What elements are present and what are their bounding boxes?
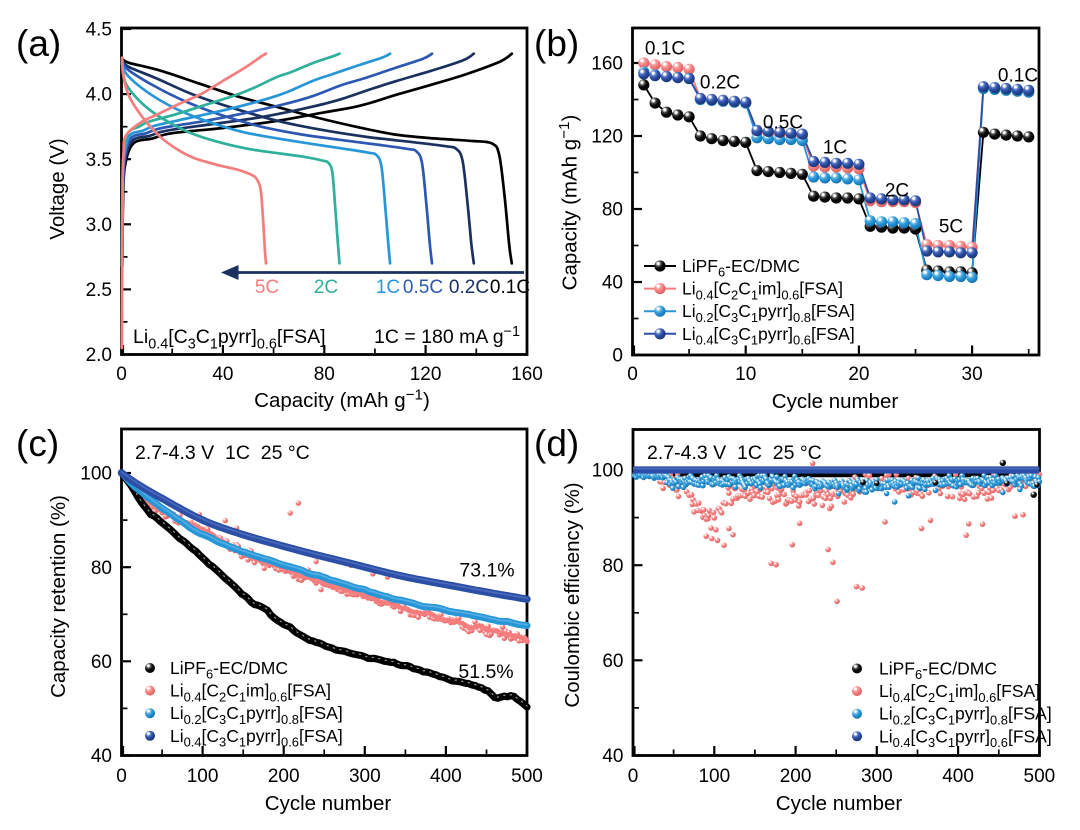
svg-text:30: 30 bbox=[962, 364, 983, 385]
svg-text:0.5C: 0.5C bbox=[763, 113, 803, 134]
svg-text:80: 80 bbox=[602, 200, 623, 221]
svg-text:Cycle number: Cycle number bbox=[772, 390, 899, 413]
svg-text:0: 0 bbox=[627, 364, 638, 385]
svg-text:Li0.4[C3C1pyrr]0.6[FSA]: Li0.4[C3C1pyrr]0.6[FSA] bbox=[170, 726, 343, 750]
svg-text:Li0.4[C3C1pyrr]0.6[FSA]: Li0.4[C3C1pyrr]0.6[FSA] bbox=[879, 726, 1052, 750]
svg-text:0.1C: 0.1C bbox=[998, 66, 1038, 87]
svg-text:LiPF6-EC/DMC: LiPF6-EC/DMC bbox=[170, 658, 288, 682]
svg-text:80: 80 bbox=[91, 558, 112, 579]
svg-text:(d): (d) bbox=[534, 423, 579, 464]
svg-text:10: 10 bbox=[735, 364, 756, 385]
svg-text:40: 40 bbox=[91, 746, 112, 767]
svg-text:1C: 1C bbox=[823, 138, 847, 159]
svg-text:Coulombic efficiency (%): Coulombic efficiency (%) bbox=[561, 482, 584, 707]
svg-text:200: 200 bbox=[780, 766, 812, 787]
svg-text:5C: 5C bbox=[255, 277, 279, 298]
svg-text:4.5: 4.5 bbox=[86, 20, 112, 41]
svg-text:0.2C: 0.2C bbox=[700, 73, 740, 94]
svg-text:LiPF6-EC/DMC: LiPF6-EC/DMC bbox=[879, 659, 997, 683]
svg-text:Li0.2[C3C1pyrr]0.8[FSA]: Li0.2[C3C1pyrr]0.8[FSA] bbox=[682, 301, 855, 325]
svg-text:100: 100 bbox=[187, 766, 219, 787]
svg-text:73.1%: 73.1% bbox=[459, 560, 514, 582]
svg-text:160: 160 bbox=[511, 364, 543, 385]
svg-text:0: 0 bbox=[116, 766, 127, 787]
svg-text:51.5%: 51.5% bbox=[458, 661, 513, 683]
svg-text:60: 60 bbox=[602, 651, 623, 672]
svg-text:2C: 2C bbox=[314, 277, 338, 298]
svg-text:0.1C: 0.1C bbox=[490, 277, 530, 298]
svg-text:40: 40 bbox=[602, 746, 623, 767]
svg-text:1C: 1C bbox=[376, 277, 400, 298]
svg-text:0: 0 bbox=[612, 346, 623, 367]
svg-text:200: 200 bbox=[268, 766, 300, 787]
svg-text:100: 100 bbox=[80, 464, 112, 485]
svg-text:1C = 180 mA g−1: 1C = 180 mA g−1 bbox=[374, 324, 520, 348]
svg-text:40: 40 bbox=[212, 364, 233, 385]
svg-text:Li0.2[C3C1pyrr]0.8[FSA]: Li0.2[C3C1pyrr]0.8[FSA] bbox=[879, 704, 1052, 728]
svg-text:Li0.4[C3C1pyrr]0.6[FSA]: Li0.4[C3C1pyrr]0.6[FSA] bbox=[133, 326, 326, 352]
svg-text:100: 100 bbox=[698, 766, 730, 787]
svg-text:400: 400 bbox=[430, 766, 462, 787]
svg-text:Capacity retention (%): Capacity retention (%) bbox=[47, 495, 70, 698]
svg-text:3.5: 3.5 bbox=[86, 150, 112, 171]
svg-text:0: 0 bbox=[116, 364, 127, 385]
svg-text:5C: 5C bbox=[939, 217, 963, 238]
svg-text:Li0.4[C2C1im]0.6[FSA]: Li0.4[C2C1im]0.6[FSA] bbox=[170, 681, 331, 705]
svg-text:80: 80 bbox=[314, 364, 335, 385]
svg-text:120: 120 bbox=[410, 364, 442, 385]
svg-text:60: 60 bbox=[91, 652, 112, 673]
svg-text:(a): (a) bbox=[16, 23, 61, 64]
svg-text:500: 500 bbox=[511, 766, 543, 787]
svg-text:100: 100 bbox=[592, 461, 624, 482]
svg-text:80: 80 bbox=[602, 556, 623, 577]
svg-text:2.0: 2.0 bbox=[86, 345, 112, 366]
svg-text:0.1C: 0.1C bbox=[645, 39, 685, 60]
svg-text:2.7-4.3 V 1C 25 °C: 2.7-4.3 V 1C 25 °C bbox=[647, 442, 822, 464]
svg-text:Capacity (mAh g−1): Capacity (mAh g−1) bbox=[556, 115, 581, 291]
svg-text:300: 300 bbox=[861, 766, 893, 787]
svg-text:0.2C: 0.2C bbox=[449, 277, 489, 298]
svg-text:Li0.4[C2C1im]0.6[FSA]: Li0.4[C2C1im]0.6[FSA] bbox=[682, 279, 843, 303]
svg-text:20: 20 bbox=[848, 364, 869, 385]
svg-text:2.7-4.3 V 1C 25 °C: 2.7-4.3 V 1C 25 °C bbox=[135, 442, 310, 464]
svg-text:2C: 2C bbox=[885, 181, 909, 202]
svg-text:4.0: 4.0 bbox=[86, 85, 112, 106]
svg-text:(b): (b) bbox=[534, 23, 579, 64]
svg-text:Voltage (V): Voltage (V) bbox=[46, 138, 69, 239]
svg-text:300: 300 bbox=[349, 766, 381, 787]
svg-text:2.5: 2.5 bbox=[86, 280, 112, 301]
svg-text:(c): (c) bbox=[16, 423, 59, 464]
svg-text:Li0.4[C2C1im]0.6[FSA]: Li0.4[C2C1im]0.6[FSA] bbox=[879, 681, 1040, 705]
svg-text:Li0.2[C3C1pyrr]0.8[FSA]: Li0.2[C3C1pyrr]0.8[FSA] bbox=[170, 703, 343, 727]
svg-text:3.0: 3.0 bbox=[86, 215, 112, 236]
svg-text:40: 40 bbox=[602, 273, 623, 294]
svg-text:Cycle number: Cycle number bbox=[265, 792, 392, 815]
svg-text:Li0.4[C3C1pyrr]0.6[FSA]: Li0.4[C3C1pyrr]0.6[FSA] bbox=[682, 324, 855, 348]
svg-text:120: 120 bbox=[591, 127, 623, 148]
svg-text:0: 0 bbox=[628, 766, 639, 787]
svg-text:Capacity (mAh g−1): Capacity (mAh g−1) bbox=[254, 387, 430, 412]
svg-text:0.5C: 0.5C bbox=[403, 277, 443, 298]
svg-text:Cycle number: Cycle number bbox=[776, 792, 903, 815]
svg-text:400: 400 bbox=[942, 766, 974, 787]
svg-text:500: 500 bbox=[1024, 766, 1056, 787]
svg-text:160: 160 bbox=[591, 54, 623, 75]
svg-text:LiPF6-EC/DMC: LiPF6-EC/DMC bbox=[682, 256, 800, 280]
